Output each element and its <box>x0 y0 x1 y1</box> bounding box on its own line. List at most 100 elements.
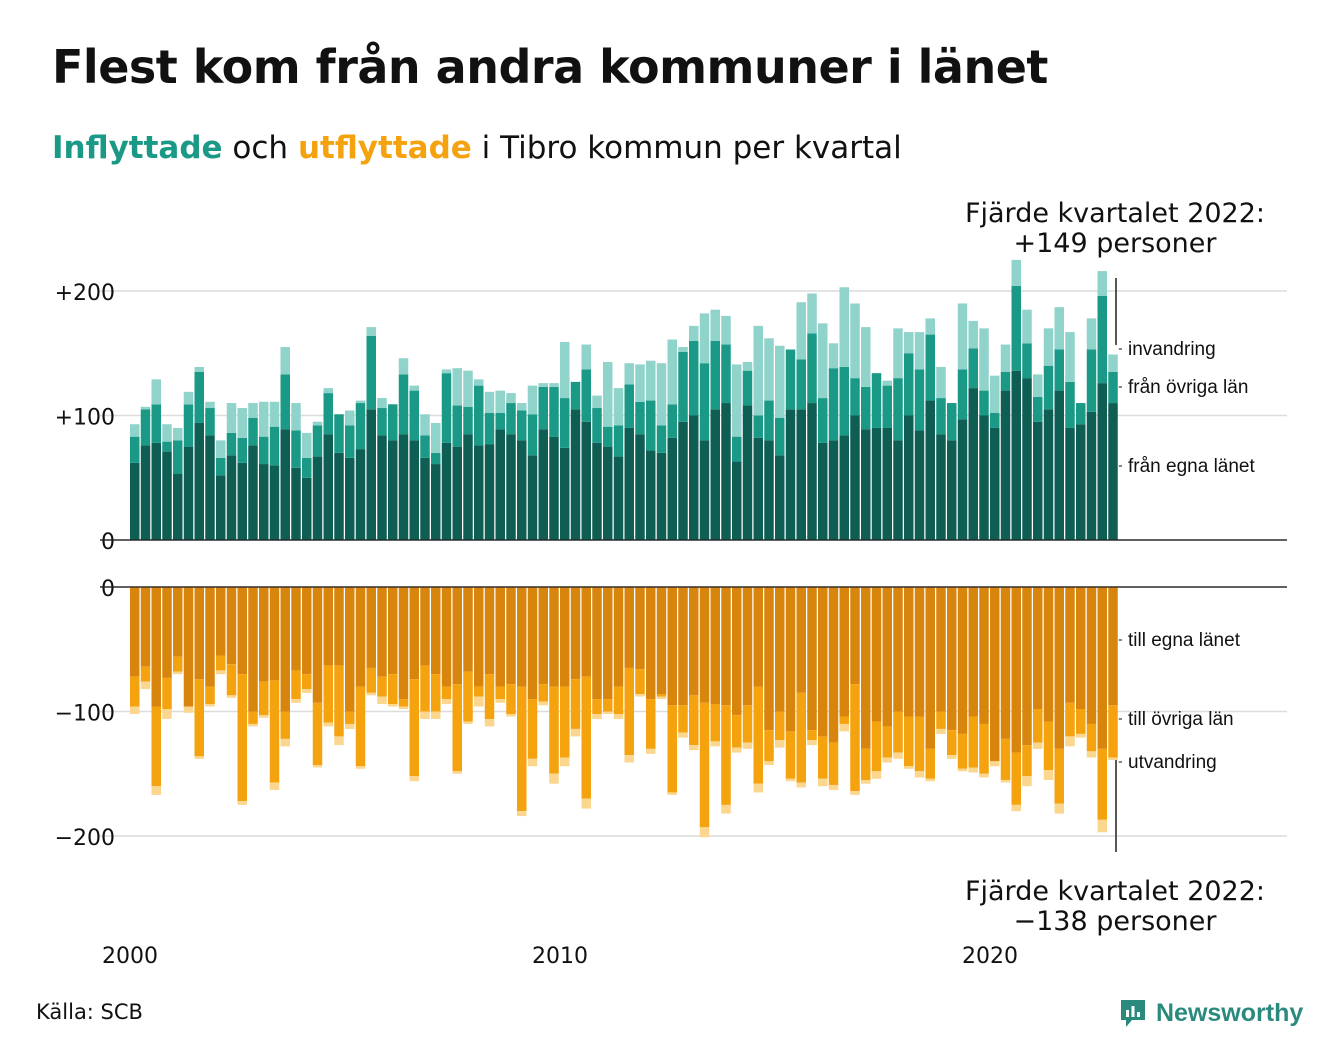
bar-out-0-53 <box>699 587 710 703</box>
bar-in-0-6 <box>194 422 204 540</box>
bar-in-0-11 <box>248 445 258 540</box>
bar-in-1-73 <box>914 369 925 431</box>
bar-out-1-21 <box>355 686 366 767</box>
bar-out-0-13 <box>269 587 280 681</box>
chart-title: Flest kom från andra kommuner i länet <box>52 40 1048 94</box>
bar-out-0-27 <box>420 587 430 666</box>
bar-in-0-57 <box>742 405 753 540</box>
bar-in-2-83 <box>1022 309 1032 344</box>
bar-in-1-49 <box>656 425 667 453</box>
bar-out-0-87 <box>1065 587 1075 703</box>
bar-in-2-90 <box>1097 271 1107 296</box>
bar-out-1-45 <box>613 686 624 714</box>
bar-in-0-72 <box>904 415 914 540</box>
bar-out-1-29 <box>441 686 452 700</box>
bar-out-0-35 <box>506 587 516 685</box>
bar-in-1-66 <box>839 366 849 436</box>
bar-in-0-77 <box>957 419 968 540</box>
bar-out-1-28 <box>431 674 441 712</box>
bar-out-2-24 <box>388 704 398 707</box>
bar-out-0-0 <box>130 587 140 677</box>
bar-out-2-58 <box>753 783 763 793</box>
bar-in-1-89 <box>1086 349 1097 412</box>
bar-out-0-14 <box>280 587 290 712</box>
bar-out-0-84 <box>1033 587 1043 710</box>
bar-in-2-10 <box>237 408 247 438</box>
bar-out-0-50 <box>667 587 677 706</box>
ytick-bottom-1: −100 <box>55 702 115 727</box>
bar-out-2-49 <box>656 696 667 700</box>
bar-in-2-66 <box>839 287 849 367</box>
bar-out-1-54 <box>710 704 720 742</box>
bar-out-2-84 <box>1033 742 1043 749</box>
bar-in-2-85 <box>1043 328 1054 366</box>
bar-in-2-77 <box>957 303 968 370</box>
bar-in-1-86 <box>1054 349 1064 391</box>
bar-in-2-56 <box>732 364 742 437</box>
bar-in-1-91 <box>1108 371 1118 404</box>
annotation-top-line1: Fjärde kvartalet 2022: <box>965 198 1265 229</box>
bar-out-2-26 <box>409 776 419 782</box>
bar-in-2-46 <box>624 363 634 385</box>
bar-out-2-36 <box>517 811 527 817</box>
bar-in-0-78 <box>968 388 978 540</box>
bar-in-1-72 <box>904 353 914 416</box>
bar-in-1-82 <box>1011 286 1021 371</box>
bar-out-0-60 <box>775 587 785 712</box>
bar-in-2-28 <box>431 422 441 453</box>
bar-in-0-30 <box>452 446 462 540</box>
bar-out-1-30 <box>452 684 462 772</box>
bar-out-2-81 <box>1000 779 1011 783</box>
bar-in-1-88 <box>1076 403 1086 425</box>
bar-out-1-23 <box>377 676 387 697</box>
newsworthy-logo-icon <box>1121 1000 1145 1027</box>
bar-out-0-45 <box>613 587 624 687</box>
bar-in-0-7 <box>205 435 215 540</box>
bar-out-2-20 <box>345 723 355 729</box>
bar-in-0-44 <box>603 446 613 540</box>
bar-in-1-37 <box>527 414 538 456</box>
bar-in-0-60 <box>775 455 785 540</box>
bar-in-1-87 <box>1065 381 1075 428</box>
bar-out-2-61 <box>785 778 796 782</box>
bar-out-1-24 <box>388 674 398 705</box>
bar-in-1-20 <box>345 425 355 458</box>
bar-in-2-11 <box>248 403 258 418</box>
bar-out-1-15 <box>291 670 301 700</box>
bar-out-2-67 <box>850 791 860 795</box>
bar-out-1-32 <box>474 686 484 697</box>
bar-out-0-76 <box>947 587 957 731</box>
bar-out-2-64 <box>818 778 828 787</box>
bar-in-1-68 <box>861 386 871 430</box>
bar-out-2-88 <box>1076 733 1086 738</box>
bar-out-2-41 <box>570 728 581 737</box>
bar-in-2-33 <box>484 391 495 414</box>
bar-in-2-91 <box>1108 354 1118 372</box>
bar-in-1-9 <box>226 432 237 456</box>
bar-in-0-24 <box>388 440 398 540</box>
bar-out-1-85 <box>1043 721 1054 771</box>
bar-out-0-22 <box>366 587 376 668</box>
bar-out-2-71 <box>893 752 903 759</box>
bar-in-1-27 <box>420 435 430 458</box>
bar-out-1-42 <box>581 676 591 799</box>
bar-in-2-42 <box>581 344 591 370</box>
bar-in-1-83 <box>1022 343 1032 379</box>
bar-out-1-72 <box>904 716 914 767</box>
bar-out-1-8 <box>216 655 226 671</box>
bar-out-2-77 <box>957 768 968 772</box>
bar-out-0-8 <box>216 587 226 656</box>
bar-in-1-23 <box>377 408 387 436</box>
bar-in-0-65 <box>828 440 839 540</box>
bar-out-2-9 <box>226 695 237 698</box>
bar-in-2-37 <box>527 385 538 415</box>
bar-in-0-36 <box>517 440 527 540</box>
bar-out-2-62 <box>796 782 806 788</box>
bar-in-0-62 <box>796 409 806 540</box>
bar-in-2-31 <box>463 370 473 407</box>
bar-out-2-46 <box>624 755 634 763</box>
bar-out-2-28 <box>431 711 441 719</box>
bar-in-0-48 <box>646 450 656 540</box>
bar-out-2-39 <box>549 773 559 784</box>
